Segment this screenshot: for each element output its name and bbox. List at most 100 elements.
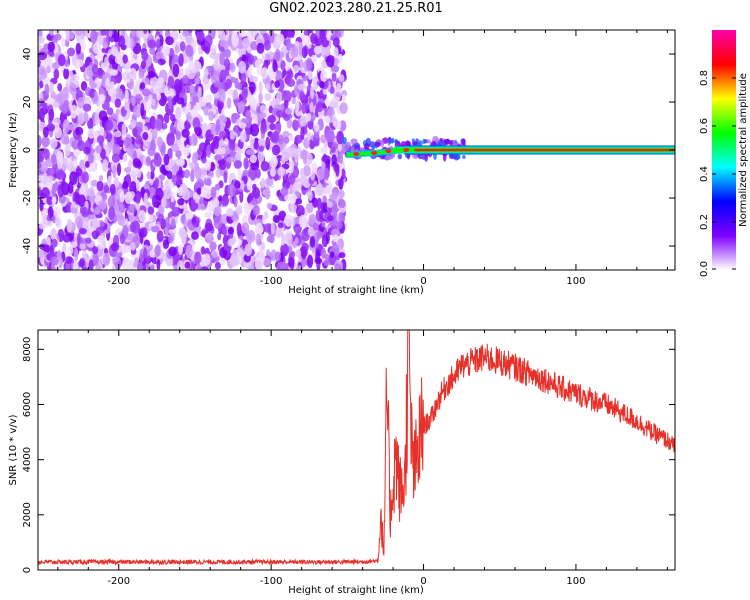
noise-blob xyxy=(270,131,280,144)
noise-blob xyxy=(223,242,229,251)
noise-blob xyxy=(176,260,185,270)
noise-blob xyxy=(164,187,172,200)
noise-blob xyxy=(47,41,55,53)
noise-blob xyxy=(51,238,58,248)
noise-blob xyxy=(38,135,42,149)
noise-blob xyxy=(150,226,160,233)
noise-blob xyxy=(81,171,89,184)
noise-blob xyxy=(329,193,337,200)
noise-blob xyxy=(38,175,45,182)
noise-blob xyxy=(116,162,122,176)
noise-blob xyxy=(210,161,215,171)
noise-blob xyxy=(254,257,264,270)
noise-blob xyxy=(320,134,326,144)
noise-blob xyxy=(178,243,183,255)
noise-blob xyxy=(38,58,41,68)
noise-blob xyxy=(295,99,300,112)
noise-blob xyxy=(122,54,128,64)
noise-blob xyxy=(176,175,182,186)
noise-blob xyxy=(118,203,125,214)
noise-blob xyxy=(41,187,50,199)
noise-blob xyxy=(156,230,164,243)
y-tick-label: 8000 xyxy=(22,337,33,362)
noise-blob xyxy=(325,184,333,193)
noise-blob xyxy=(253,113,258,127)
noise-blob xyxy=(183,169,191,179)
noise-blob xyxy=(333,163,340,173)
noise-blob xyxy=(94,78,101,85)
noise-blob xyxy=(58,152,64,165)
noise-blob xyxy=(334,57,339,66)
band-fuzz xyxy=(371,144,376,150)
noise-blob xyxy=(127,203,136,213)
noise-blob xyxy=(289,159,295,173)
chart-title: GN02.2023.280.21.25.R01 xyxy=(269,1,443,16)
noise-blob xyxy=(38,35,45,44)
noise-blob xyxy=(257,150,265,163)
noise-blob xyxy=(102,42,108,49)
noise-blob xyxy=(62,119,70,134)
noise-blob xyxy=(309,140,314,149)
noise-blob xyxy=(294,134,302,144)
noise-blob xyxy=(107,175,113,188)
noise-blob xyxy=(65,35,70,42)
noise-blob xyxy=(238,122,247,129)
noise-blob xyxy=(223,170,228,184)
noise-blob xyxy=(315,230,323,239)
noise-blob xyxy=(97,235,106,244)
noise-blob xyxy=(239,131,247,143)
noise-blob xyxy=(176,159,186,167)
noise-blob xyxy=(312,222,319,231)
noise-blob xyxy=(320,70,327,83)
noise-blob xyxy=(288,174,296,185)
noise-blob xyxy=(54,206,61,219)
noise-blob xyxy=(38,249,45,259)
noise-blob xyxy=(116,212,124,221)
noise-blob xyxy=(200,185,208,198)
noise-blob xyxy=(78,228,87,235)
noise-blob xyxy=(226,97,232,109)
noise-blob xyxy=(240,72,247,86)
noise-blob xyxy=(44,57,53,69)
noise-blob xyxy=(154,244,161,257)
noise-blob xyxy=(258,145,264,152)
noise-blob xyxy=(49,30,54,37)
noise-blob xyxy=(145,155,151,166)
band-fuzz xyxy=(418,140,423,146)
noise-blob xyxy=(155,50,164,61)
noise-blob xyxy=(135,179,141,191)
colorbar-tick-label: 0.0 xyxy=(699,261,710,277)
noise-blob xyxy=(108,54,118,65)
noise-blob xyxy=(130,30,136,37)
colorbar xyxy=(712,30,736,270)
noise-blob xyxy=(83,146,91,155)
noise-blob xyxy=(51,183,57,197)
noise-blob xyxy=(73,158,78,169)
noise-blob xyxy=(283,90,292,103)
noise-blob xyxy=(192,117,200,130)
band-fuzz xyxy=(423,139,428,144)
noise-blob xyxy=(154,118,163,131)
noise-blob xyxy=(183,148,190,157)
noise-blob xyxy=(211,251,218,259)
noise-blob xyxy=(92,252,98,266)
noise-blob xyxy=(190,133,198,147)
noise-blob xyxy=(124,89,129,104)
noise-blob xyxy=(64,144,71,156)
noise-blob xyxy=(128,159,133,169)
spectrogram xyxy=(38,30,675,270)
noise-blob xyxy=(265,136,271,150)
noise-blob xyxy=(99,94,105,105)
noise-blob xyxy=(270,167,276,178)
noise-blob xyxy=(237,103,245,114)
noise-blob xyxy=(47,206,54,219)
y-tick-label: 20 xyxy=(22,96,33,109)
noise-blob xyxy=(244,229,250,238)
noise-blob xyxy=(194,126,200,134)
noise-blob xyxy=(247,54,255,65)
noise-blob xyxy=(185,102,192,112)
noise-blob xyxy=(184,121,191,130)
noise-blob xyxy=(300,126,305,141)
noise-blob xyxy=(201,157,207,164)
